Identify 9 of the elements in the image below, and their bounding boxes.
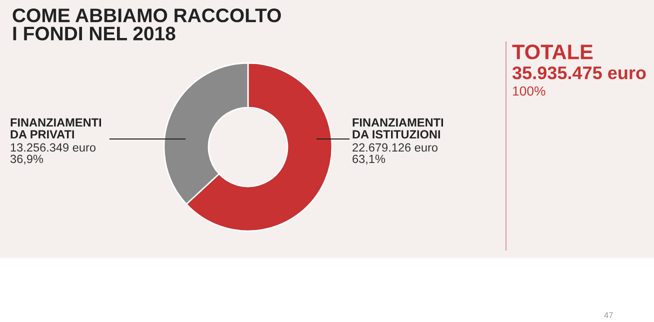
- slice-label: FINANZIAMENTI DA ISTITUZIONI: [352, 118, 444, 139]
- data-label: 13.256.349 euro 36,9%: [10, 143, 96, 164]
- text: TOTALE: [512, 44, 593, 60]
- text: 100%: [513, 86, 546, 96]
- chart-title: COME ABBIAMO RACCOLTO I FONDI NEL 2018: [12, 8, 281, 40]
- slice-label: FINANZIAMENTI DA PRIVATI: [10, 118, 102, 138]
- data-label: 22.679.126 euro 63,1%: [352, 143, 438, 164]
- text: 35.935.475 euro: [512, 66, 646, 80]
- text: 47: [604, 312, 613, 318]
